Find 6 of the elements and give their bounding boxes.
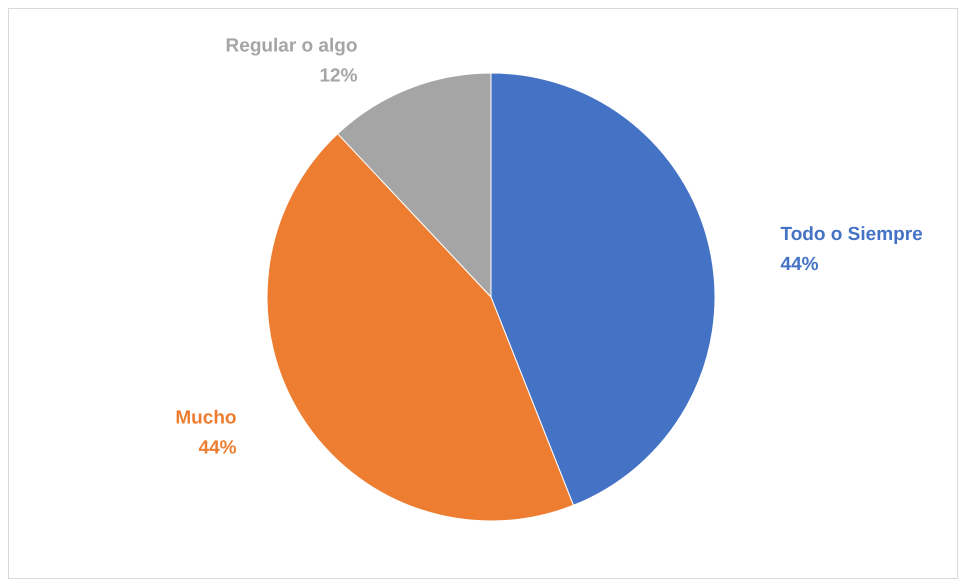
slice-label: Todo o Siempre [780, 224, 923, 245]
data-label: 12% [319, 65, 358, 86]
data-label: 44% [198, 438, 237, 459]
data-label: 44% [780, 254, 819, 275]
slice-label: Mucho [175, 408, 237, 429]
slice-label: Regular o algo [226, 35, 358, 56]
